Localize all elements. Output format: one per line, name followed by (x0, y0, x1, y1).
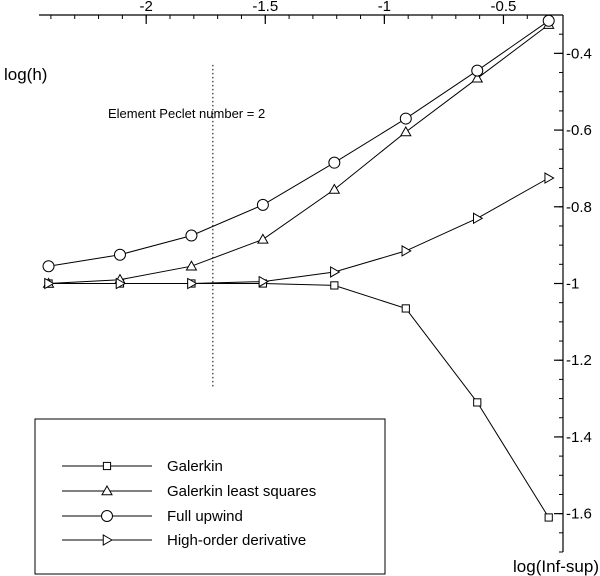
x-tick-label: -1.5 (252, 0, 278, 15)
x-tick-label: -0.5 (491, 0, 517, 15)
legend: Galerkin Galerkin least squares Full upwin… (34, 418, 386, 575)
x-axis-label: log(Inf-sup) (513, 557, 599, 576)
triangle-right-marker (102, 534, 114, 546)
triangle-up-marker (399, 125, 412, 137)
y-tick-label: -1.6 (566, 506, 592, 523)
triangle-up-marker (185, 260, 198, 271)
square-marker (102, 461, 112, 471)
legend-label: High-order derivative (167, 532, 306, 549)
series-line (48, 20, 549, 267)
triangle-up-marker (328, 183, 341, 194)
series-layer (42, 14, 555, 522)
triangle-right-marker (187, 277, 198, 290)
square-marker (544, 513, 553, 522)
triangle-right-marker (544, 172, 555, 184)
circle-marker (256, 198, 269, 211)
y-tick-label: -1.4 (566, 429, 592, 446)
circle-marker (113, 248, 126, 261)
square-marker (401, 304, 410, 313)
y-tick-label: -0.4 (566, 45, 592, 62)
y-tick-label: -0.6 (566, 122, 592, 139)
y-tick-label: -1 (566, 276, 579, 293)
triangle-right-marker (258, 275, 269, 288)
triangle-right-marker (401, 245, 412, 257)
peclet-annotation-text: Element Peclet number = 2 (108, 106, 265, 121)
y-tick-label: -1.2 (566, 352, 592, 369)
legend-label: Galerkin (167, 458, 223, 475)
circle-marker (101, 510, 113, 522)
triangle-up-marker (257, 233, 269, 244)
triangle-right-marker (44, 277, 55, 290)
circle-marker (471, 64, 484, 77)
triangle-up-marker (471, 72, 484, 83)
triangle-right-marker (115, 277, 126, 290)
legend-label: Galerkin least squares (167, 483, 316, 500)
series-high-order-derivative (44, 172, 555, 290)
circle-marker (42, 260, 55, 273)
circle-marker (185, 229, 198, 242)
series-galerkin-least-squares (42, 18, 555, 288)
circle-marker (542, 14, 555, 27)
y-axis-label: log(h) (4, 65, 47, 84)
series-line (48, 177, 549, 284)
legend-box (34, 418, 386, 575)
triangle-right-marker (473, 212, 484, 225)
square-marker (473, 398, 482, 407)
triangle-right-marker (330, 266, 341, 278)
peclet-annotation: Element Peclet number = 2 (108, 64, 265, 388)
axes: -2 -1.5 -1 -0.5 -0.4 -0.6 -0.8 -1 -1.2 -1.4 -1.6 (39, 0, 592, 553)
y-tick-label: -0.8 (566, 199, 592, 216)
x-tick-label: -2 (140, 0, 153, 15)
circle-marker (399, 112, 412, 125)
series-full-upwind (42, 14, 555, 273)
legend-label: Full upwind (167, 508, 243, 525)
series-line (48, 24, 550, 284)
circle-marker (328, 156, 341, 169)
square-marker (330, 281, 339, 290)
triangle-up-marker (101, 484, 113, 496)
x-tick-label: -1 (378, 0, 391, 15)
